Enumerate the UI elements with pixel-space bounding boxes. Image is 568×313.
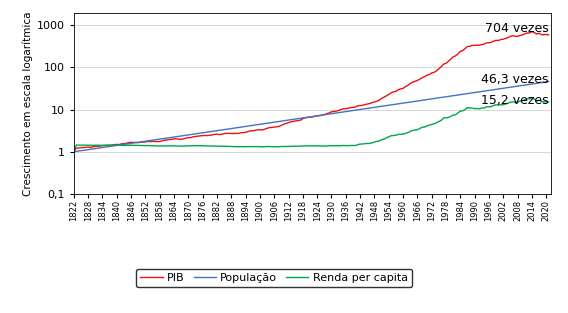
- Text: 704 vezes: 704 vezes: [485, 22, 549, 35]
- População: [70, 150, 77, 154]
- PIB: [545, 33, 552, 37]
- População: [504, 86, 511, 90]
- PIB: [90, 145, 97, 149]
- População: [99, 146, 106, 149]
- População: [158, 137, 165, 141]
- PIB: [70, 150, 77, 154]
- Renda per capita: [197, 144, 204, 147]
- Renda per capita: [90, 143, 97, 147]
- População: [197, 131, 204, 135]
- PIB: [504, 36, 511, 39]
- Text: 15,2 vezes: 15,2 vezes: [481, 94, 549, 107]
- PIB: [528, 30, 535, 33]
- Line: PIB: PIB: [74, 32, 549, 152]
- Text: 46,3 vezes: 46,3 vezes: [481, 73, 549, 86]
- PIB: [521, 32, 528, 36]
- Renda per capita: [521, 98, 528, 101]
- Renda per capita: [545, 100, 552, 104]
- População: [545, 80, 552, 84]
- PIB: [197, 134, 204, 138]
- Renda per capita: [528, 96, 535, 100]
- Renda per capita: [158, 144, 165, 148]
- Y-axis label: Crescimento em escala logarítmica: Crescimento em escala logarítmica: [22, 11, 32, 196]
- Legend: PIB, População, Renda per capita: PIB, População, Renda per capita: [136, 269, 412, 287]
- Renda per capita: [504, 101, 511, 105]
- Line: Renda per capita: Renda per capita: [74, 98, 549, 152]
- Line: População: População: [74, 82, 549, 152]
- População: [521, 83, 528, 87]
- População: [90, 147, 97, 151]
- PIB: [99, 144, 106, 147]
- PIB: [158, 139, 165, 143]
- Renda per capita: [70, 150, 77, 154]
- Renda per capita: [99, 143, 106, 147]
